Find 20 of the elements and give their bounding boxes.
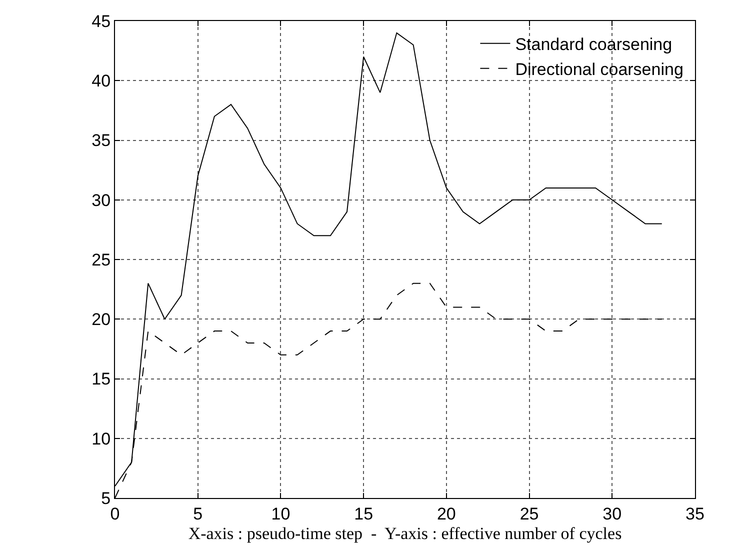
y-tick-label: 45 — [92, 12, 111, 31]
x-tick-label: 30 — [602, 504, 622, 524]
x-tick-label: 10 — [271, 504, 290, 524]
legend-label: Standard coarsening — [515, 34, 672, 54]
x-tick-label: 0 — [110, 504, 120, 524]
y-tick-label: 5 — [101, 488, 111, 508]
y-tick-label: 15 — [92, 370, 111, 389]
x-axis-title: X-axis : pseudo-time step - Y-axis : effective number of cycles — [188, 524, 622, 543]
x-tick-label: 20 — [436, 504, 456, 524]
y-tick-label: 35 — [92, 131, 111, 150]
x-tick-label: 5 — [193, 504, 203, 524]
legend-label: Directional coarsening — [515, 60, 684, 80]
x-tick-label: 35 — [686, 504, 704, 524]
y-tick-label: 25 — [92, 250, 111, 270]
y-tick-label: 30 — [92, 190, 111, 210]
x-tick-label: 25 — [520, 504, 539, 524]
x-tick-label: 15 — [354, 504, 374, 524]
y-tick-label: 40 — [92, 72, 111, 91]
y-tick-label: 10 — [92, 429, 111, 448]
y-tick-label: 20 — [92, 310, 111, 330]
